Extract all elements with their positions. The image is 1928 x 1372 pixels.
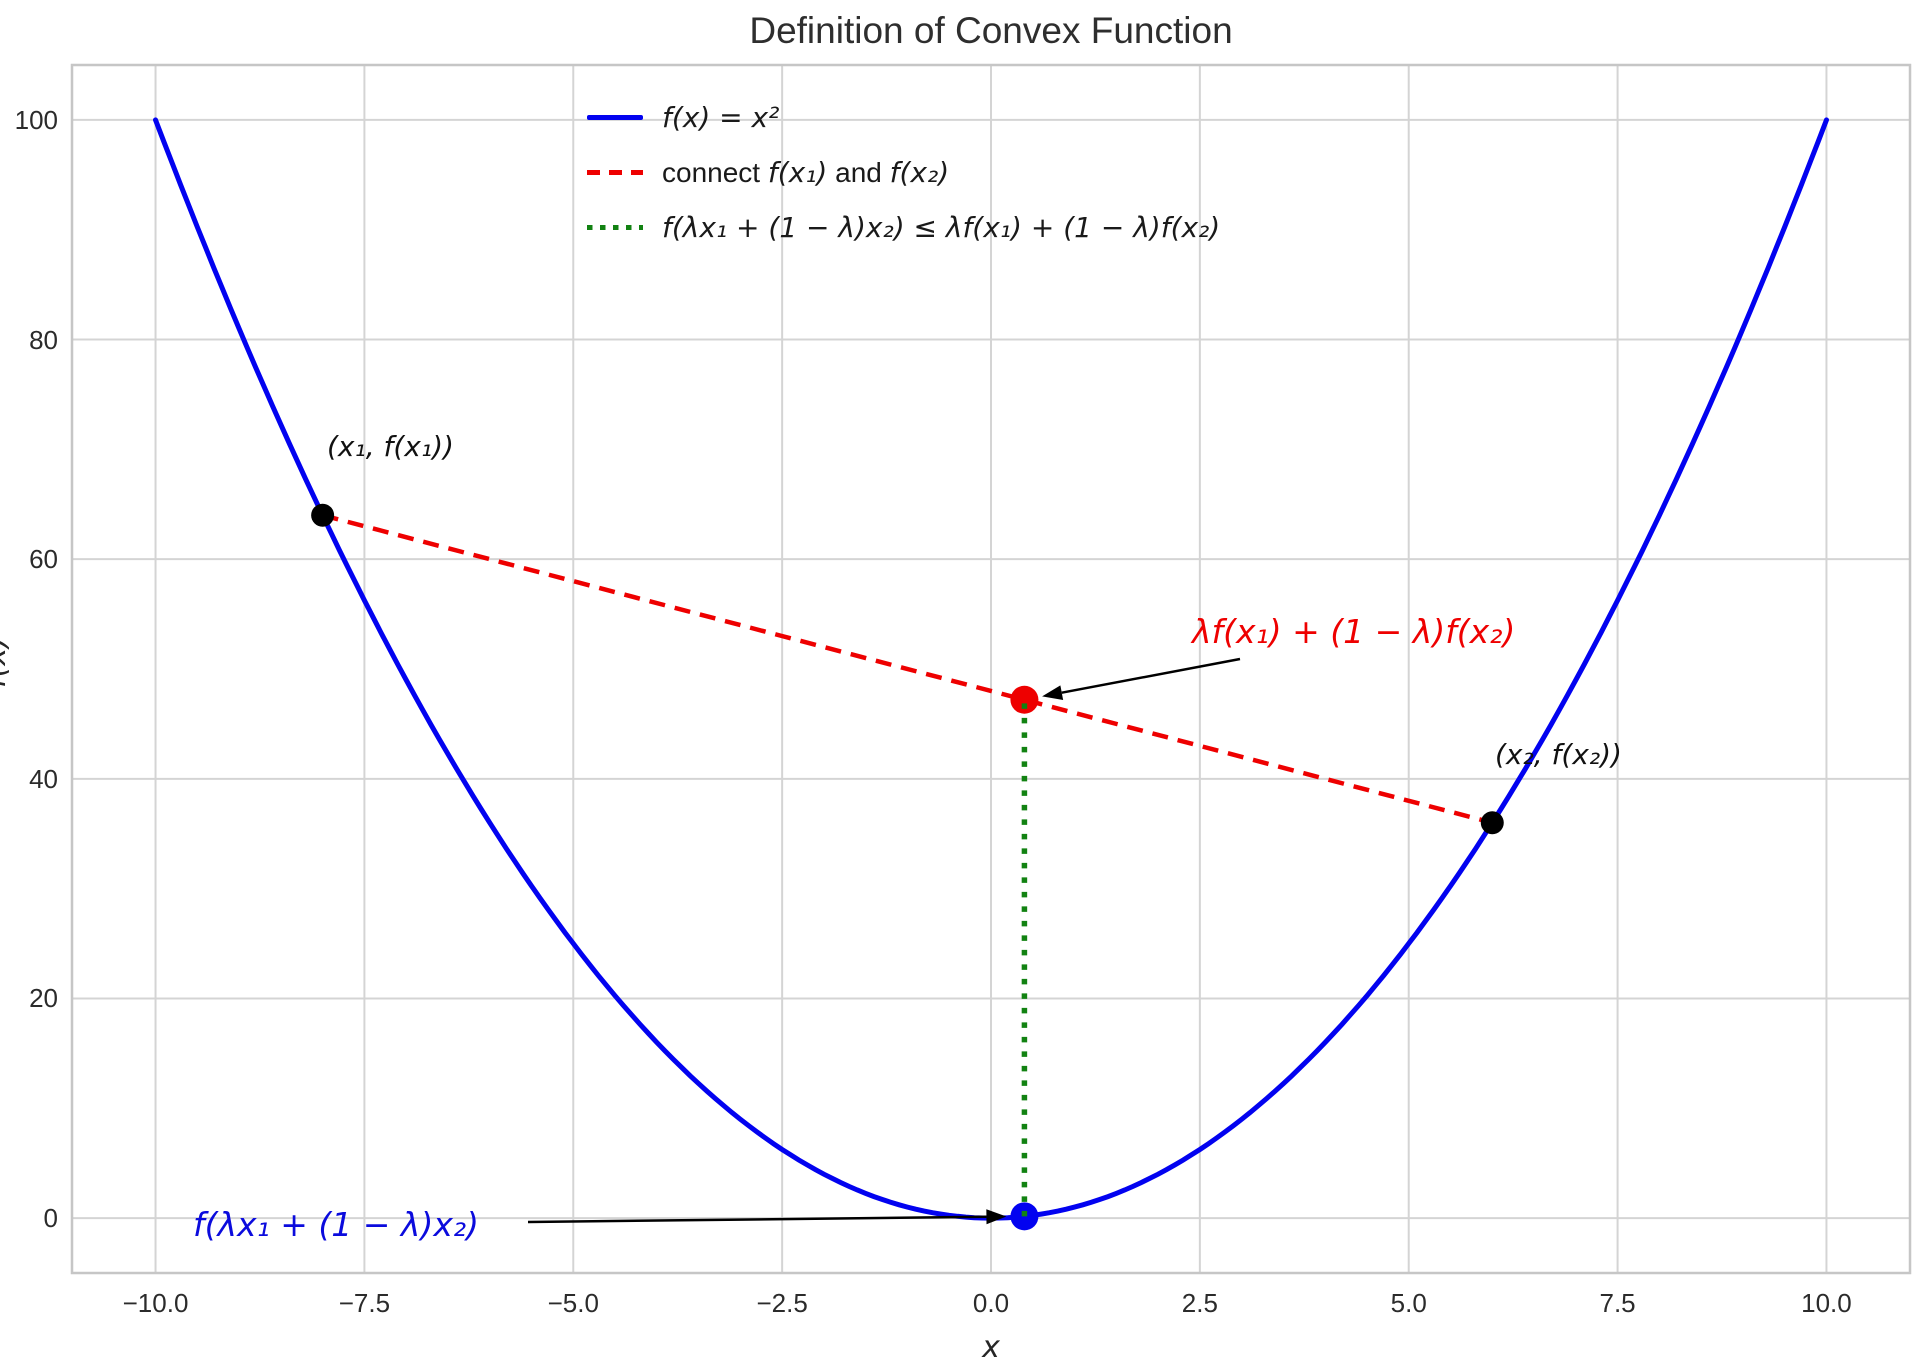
x-tick-label: −7.5 [338, 1288, 391, 1318]
annotation-point-x1: (x₁, f(x₁)) [327, 430, 454, 463]
legend-line-sample-dotted [587, 224, 643, 231]
data-point-1 [1480, 811, 1504, 835]
x-tick-label: −2.5 [756, 1288, 808, 1318]
chart-title: Definition of Convex Function [749, 10, 1233, 51]
arrow-to-blue-point-line [527, 1215, 987, 1224]
legend-line-sample-solid [587, 115, 643, 120]
y-tick-label: 80 [29, 324, 58, 355]
legend: f(x) = x² connect f(x₁) and f(x₂) f(λx₁ … [587, 90, 1220, 255]
axes-spines [70, 63, 1912, 1275]
arrow-to-red-point-head [1042, 685, 1064, 701]
y-tick-label: 0 [43, 1203, 58, 1234]
arrow-to-red-point-line [1061, 657, 1241, 694]
y-tick-label: 100 [14, 104, 58, 135]
arrow-to-blue-point-head [986, 1209, 1007, 1225]
legend-line-sample-dashed [587, 170, 643, 175]
legend-label-inequality: f(λx₁ + (1 − λ)x₂) ≤ λf(x₁) + (1 − λ)f(x… [662, 211, 1221, 244]
y-tick-label: 20 [29, 983, 58, 1014]
legend-item-curve: f(x) = x² [587, 90, 1220, 145]
x-tick-label: 7.5 [1599, 1288, 1636, 1318]
y-tick-label: 40 [29, 763, 58, 794]
x-axis-label: x [982, 1330, 1000, 1365]
legend-item-chord: connect f(x₁) and f(x₂) [587, 145, 1220, 200]
legend-label-curve: f(x) = x² [662, 101, 780, 134]
y-axis-label: f(x) [0, 636, 13, 688]
annotation-point-x2: (x₂, f(x₂)) [1495, 738, 1622, 771]
annotation-curve-value: f(λx₁ + (1 − λ)x₂) [193, 1205, 479, 1244]
y-tick-label: 60 [29, 544, 58, 575]
annotation-chord-value: λf(x₁) + (1 − λ)f(x₂) [1192, 612, 1516, 651]
legend-label-chord: connect f(x₁) and f(x₂) [662, 156, 950, 189]
x-tick-label: 2.5 [1181, 1288, 1218, 1318]
x-tick-label: 5.0 [1390, 1288, 1427, 1318]
legend-item-inequality: f(λx₁ + (1 − λ)x₂) ≤ λf(x₁) + (1 − λ)f(x… [587, 200, 1220, 255]
x-tick-label: 0.0 [972, 1288, 1010, 1318]
data-point-2 [1010, 685, 1039, 714]
chord-line [322, 513, 1493, 825]
data-point-0 [311, 503, 335, 527]
x-tick-label: 10.0 [1801, 1288, 1852, 1318]
x-tick-label: −5.0 [547, 1288, 599, 1318]
x-tick-label: −10.0 [122, 1288, 189, 1318]
